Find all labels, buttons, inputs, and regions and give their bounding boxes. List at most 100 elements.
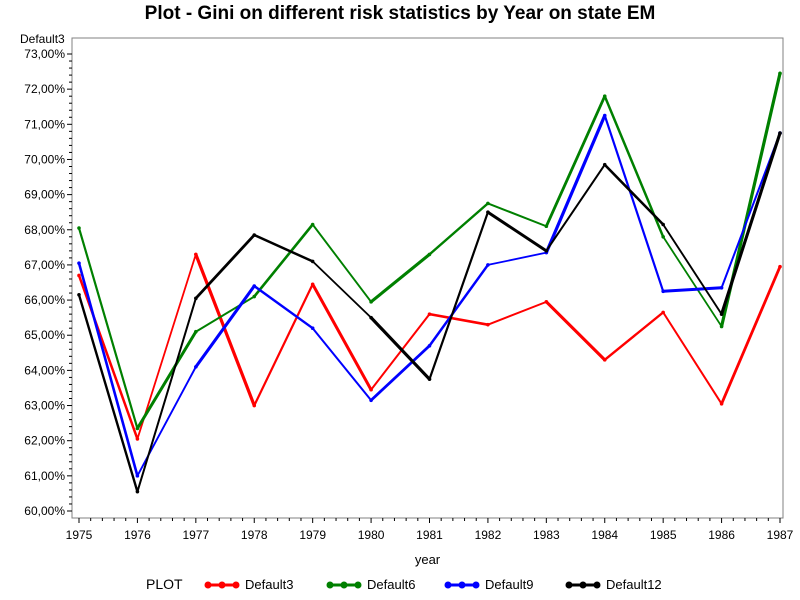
data-point [778,264,782,269]
data-point [77,226,81,230]
chart-title: Plot - Gini on different risk statistics… [144,3,656,24]
y-tick-label: 61,00% [24,469,65,483]
series-segment [77,226,139,430]
series-segment [369,316,432,381]
x-tick-label: 1982 [475,528,502,542]
x-tick-label: 1986 [708,528,735,542]
series-segment [545,163,606,252]
x-tick-label: 1980 [358,528,385,542]
legend: PLOT Default3 Default6 Default9 Default12 [0,574,800,596]
data-point [77,293,81,297]
y-axis-label: Default3 [20,32,65,46]
data-point [310,259,315,264]
legend-swatch-marker [458,581,466,588]
legend-swatch [326,581,362,588]
series-segment [252,223,314,298]
legend-swatch-marker [340,581,348,588]
x-axis-label: year [415,552,441,567]
series-segment [369,344,431,402]
series-segment [194,284,256,369]
legend-swatch-marker [472,581,480,588]
x-tick-label: 1981 [416,528,443,542]
y-tick-label: 70,00% [24,152,65,166]
data-point [135,426,140,431]
data-point [427,343,432,348]
y-tick-label: 68,00% [24,223,65,237]
x-tick-label: 1985 [650,528,677,542]
y-tick-label: 60,00% [24,504,65,518]
series-segment [311,327,373,402]
data-point [544,224,549,229]
data-point [778,71,782,76]
x-tick-label: 1983 [533,528,560,542]
data-point [369,315,373,320]
series-segment [603,114,665,293]
series-segment [661,286,724,293]
legend-swatch-marker [444,581,452,588]
data-point [427,252,432,257]
legend-swatch-marker [579,581,587,588]
data-point [427,377,432,381]
series-segment [428,312,490,326]
data-point [719,324,724,329]
series-segment [194,233,256,300]
x-tick-label: 1979 [299,528,326,542]
data-point [486,210,490,214]
series-segment [544,113,607,255]
series-segment [136,253,197,440]
series-segment [662,223,723,316]
legend-swatch-marker [218,581,226,588]
x-tick-label: 1984 [591,528,618,542]
series-default3 [77,252,782,441]
legend-label: Default3 [245,577,294,592]
legend-label: Default12 [606,577,662,592]
data-point [602,162,607,167]
data-point [135,437,140,441]
data-point [369,398,373,403]
data-point [369,387,373,392]
legend-swatch-marker [232,581,240,588]
x-tick-label: 1978 [241,528,268,542]
data-point [252,284,257,288]
data-point [194,329,198,334]
series-segment [253,284,314,330]
series-segment [428,263,490,348]
data-point [194,252,198,257]
y-tick-label: 71,00% [24,117,65,131]
legend-swatch-marker [326,581,334,588]
legend-item-default12: Default12 [565,577,662,592]
data-point [544,249,549,253]
series-segment [135,330,198,430]
series-segment [369,252,432,304]
data-point [135,489,140,494]
legend-swatch [444,581,480,588]
series-segment [253,283,314,407]
data-point [778,131,782,135]
legend-swatch-marker [593,581,601,588]
data-point [486,263,490,267]
series-default6 [77,71,782,431]
legend-title: PLOT [146,576,183,592]
data-point [194,296,198,301]
data-point [661,235,665,239]
data-point [661,289,665,294]
y-tick-label: 72,00% [24,82,65,96]
data-point [252,403,257,408]
data-point [602,358,607,362]
x-tick-label: 1977 [182,528,209,542]
series-default12 [77,131,782,494]
y-tick-label: 64,00% [24,363,65,377]
data-point [544,300,549,304]
data-point [486,322,490,327]
data-point [194,365,198,369]
series-segment [544,300,607,362]
x-tick-label: 1987 [767,528,794,542]
series-segment [486,210,548,253]
data-point [310,222,315,227]
x-tick-label: 1976 [124,528,151,542]
legend-item-default6: Default6 [326,577,415,592]
series-segment [194,295,256,333]
data-point [661,310,665,315]
y-tick-label: 63,00% [24,399,65,413]
